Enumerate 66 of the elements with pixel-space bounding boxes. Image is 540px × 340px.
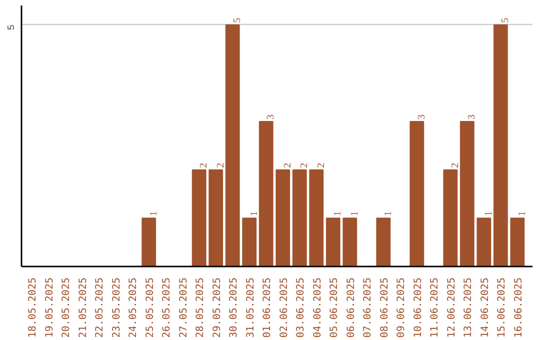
x-tick-label: 02.06.2025: [278, 277, 290, 338]
x-tick-label: 01.06.2025: [262, 277, 274, 338]
data-label: 2: [450, 162, 461, 168]
bar: [242, 218, 257, 266]
x-tick-label: 09.06.2025: [396, 277, 408, 338]
bar: [410, 121, 424, 266]
bar: [342, 218, 358, 266]
x-tick-label: 10.06.2025: [412, 277, 424, 338]
x-tick-label: 20.05.2025: [61, 277, 72, 338]
x-tick-label: 24.05.2025: [128, 277, 140, 338]
x-tick-label: 21.05.2025: [78, 277, 89, 338]
x-tick-label: 31.05.2025: [245, 277, 256, 338]
data-label: 1: [148, 211, 160, 216]
bar: [443, 169, 458, 266]
x-tick-label: 25.05.2025: [144, 277, 156, 338]
data-label: 2: [299, 162, 310, 168]
x-tick-label: 11.06.2025: [430, 277, 441, 338]
data-label: 2: [316, 162, 327, 168]
data-label: 2: [215, 162, 226, 168]
bar: [276, 169, 290, 266]
bar: [476, 218, 492, 266]
bar: [292, 169, 307, 266]
x-tick-label: 30.05.2025: [228, 277, 240, 338]
bar: [326, 218, 340, 266]
bar: [225, 24, 240, 266]
bar: [142, 218, 156, 266]
bar: [510, 218, 525, 266]
x-tick-label: 15.06.2025: [496, 277, 508, 338]
bar: [376, 218, 391, 266]
bar: [493, 24, 508, 266]
x-tick-label: 29.05.2025: [212, 277, 223, 338]
x-tick-label: 06.06.2025: [346, 277, 357, 338]
x-tick-label: 03.06.2025: [296, 277, 307, 338]
data-label: 5: [500, 18, 512, 23]
data-label: 3: [466, 114, 478, 120]
x-tick-label: 28.05.2025: [195, 277, 206, 338]
x-tick-label: 22.05.2025: [94, 277, 106, 338]
x-tick-label: 12.06.2025: [446, 277, 458, 338]
data-label: 5: [232, 18, 244, 23]
x-tick-label: 23.05.2025: [111, 277, 122, 338]
x-tick-label: 27.05.2025: [178, 277, 190, 338]
data-label: 2: [198, 162, 210, 168]
bar: [258, 121, 274, 266]
data-label: 1: [332, 211, 344, 216]
data-label: 3: [266, 114, 277, 120]
x-tick-label: 08.06.2025: [379, 277, 390, 338]
x-tick-label: 26.05.2025: [162, 277, 173, 338]
bar: [460, 121, 474, 266]
data-label: 1: [516, 211, 528, 216]
x-tick-label: 07.06.2025: [362, 277, 374, 338]
x-tick-label: 14.06.2025: [480, 277, 491, 338]
x-tick-label: 19.05.2025: [44, 277, 56, 338]
data-label: 2: [282, 162, 294, 168]
data-label: 3: [416, 114, 428, 120]
data-label: 1: [349, 211, 360, 216]
data-label: 1: [483, 211, 494, 216]
bar: [309, 169, 324, 266]
bar: [192, 169, 206, 266]
x-tick-label: 05.06.2025: [329, 277, 340, 338]
data-label: 1: [382, 211, 394, 216]
x-tick-label: 13.06.2025: [463, 277, 474, 338]
x-tick-label: 16.06.2025: [513, 277, 524, 338]
data-label: 1: [248, 211, 260, 216]
x-tick-label: 04.06.2025: [312, 277, 324, 338]
x-tick-label: 18.05.2025: [28, 277, 39, 338]
bar: [208, 169, 224, 266]
